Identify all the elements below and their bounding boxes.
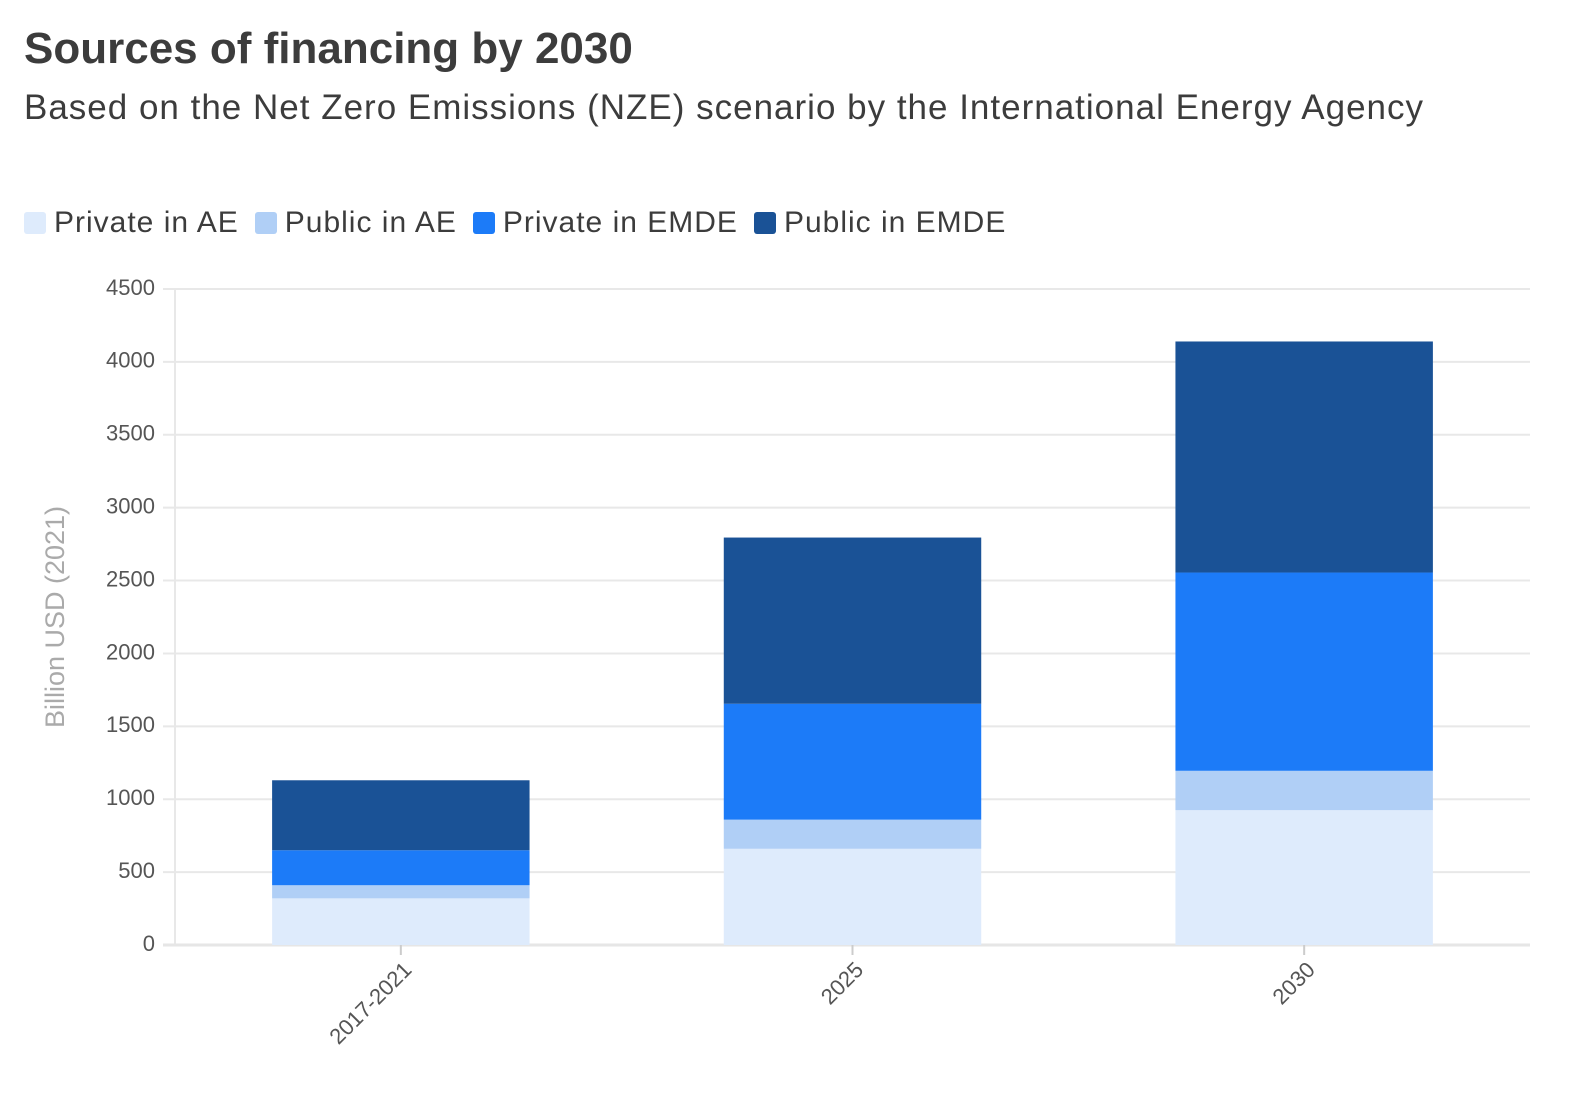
- legend-item: Private in EMDE: [472, 206, 738, 240]
- y-tick-label: 3000: [106, 493, 155, 518]
- legend-label: Private in EMDE: [502, 206, 738, 239]
- bar-segment: [272, 850, 530, 886]
- y-tick-label: 1500: [106, 712, 155, 737]
- legend-item: Private in AE: [24, 206, 239, 240]
- y-tick-label: 500: [118, 858, 155, 883]
- y-tick-label: 3500: [106, 421, 155, 446]
- bar-segment: [723, 703, 982, 820]
- bar-segment: [272, 780, 530, 851]
- legend-label: Public in EMDE: [783, 206, 1007, 239]
- bar-segment: [1175, 341, 1433, 573]
- y-tick-label: 4000: [106, 348, 155, 373]
- bar-segment: [1175, 770, 1433, 811]
- x-tick-label: 2025: [816, 957, 868, 1009]
- y-tick-label: 4500: [106, 275, 155, 300]
- legend-item: Public in EMDE: [753, 206, 1007, 240]
- bar-segment: [272, 885, 530, 899]
- y-tick-label: 2500: [106, 566, 155, 591]
- legend-label: Private in AE: [54, 206, 239, 239]
- y-tick-label: 2000: [106, 639, 155, 664]
- bar-segment: [272, 898, 530, 945]
- legend-swatch: [753, 212, 776, 234]
- y-tick-label: 0: [143, 931, 155, 956]
- bar-segment: [723, 537, 982, 704]
- bar-segment: [723, 819, 982, 849]
- legend-item: Public in AE: [254, 206, 457, 240]
- chart-title: Sources of financing by 2030: [24, 24, 633, 73]
- bar-segment: [1175, 810, 1433, 945]
- bar-segment: [723, 848, 982, 945]
- legend: Private in AE Public in AE Private in EMDE…: [24, 206, 1006, 240]
- legend-swatch: [472, 212, 495, 234]
- x-tick-label: 2030: [1268, 957, 1320, 1009]
- y-axis-label: Billion USD (2021): [40, 506, 70, 728]
- chart-subtitle: Based on the Net Zero Emissions (NZE) sc…: [24, 88, 1424, 127]
- bar-segment: [1175, 572, 1433, 771]
- y-tick-label: 1000: [106, 785, 155, 810]
- legend-swatch: [24, 212, 46, 234]
- legend-swatch: [254, 212, 277, 234]
- x-tick-label: 2017-2021: [324, 957, 416, 1049]
- legend-label: Public in AE: [284, 206, 457, 239]
